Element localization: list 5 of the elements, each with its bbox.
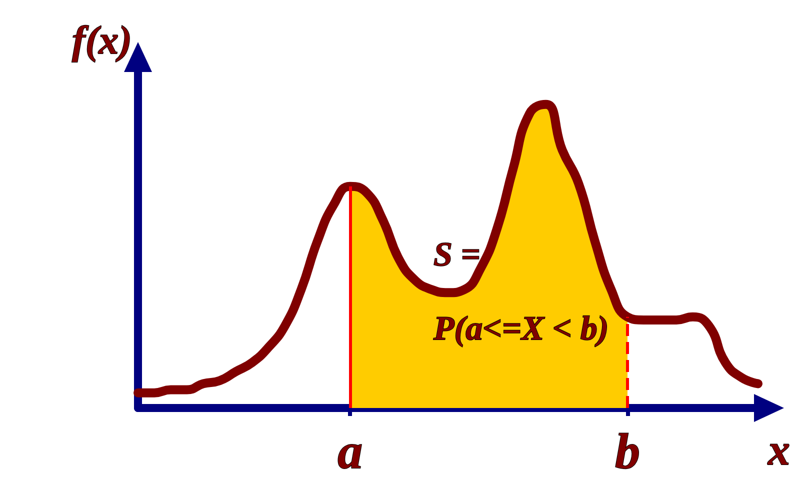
x-tick-label: b — [614, 423, 640, 479]
y-axis-title: f(x) — [72, 18, 132, 62]
x-axis-title: x — [767, 426, 790, 474]
annotation: S = P(a<=X < b) — [432, 236, 609, 348]
x-tick-label: a — [338, 423, 363, 479]
